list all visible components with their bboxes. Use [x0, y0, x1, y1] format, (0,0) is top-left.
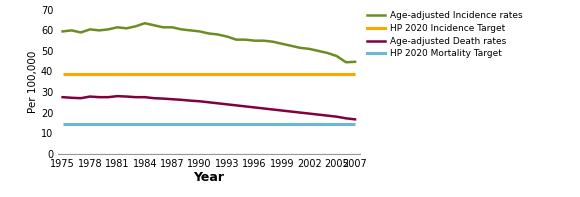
X-axis label: Year: Year [193, 171, 224, 184]
Y-axis label: Per 100,000: Per 100,000 [28, 51, 38, 113]
Legend: Age-adjusted Incidence rates, HP 2020 Incidence Target, Age-adjusted Death rates: Age-adjusted Incidence rates, HP 2020 In… [367, 11, 523, 58]
